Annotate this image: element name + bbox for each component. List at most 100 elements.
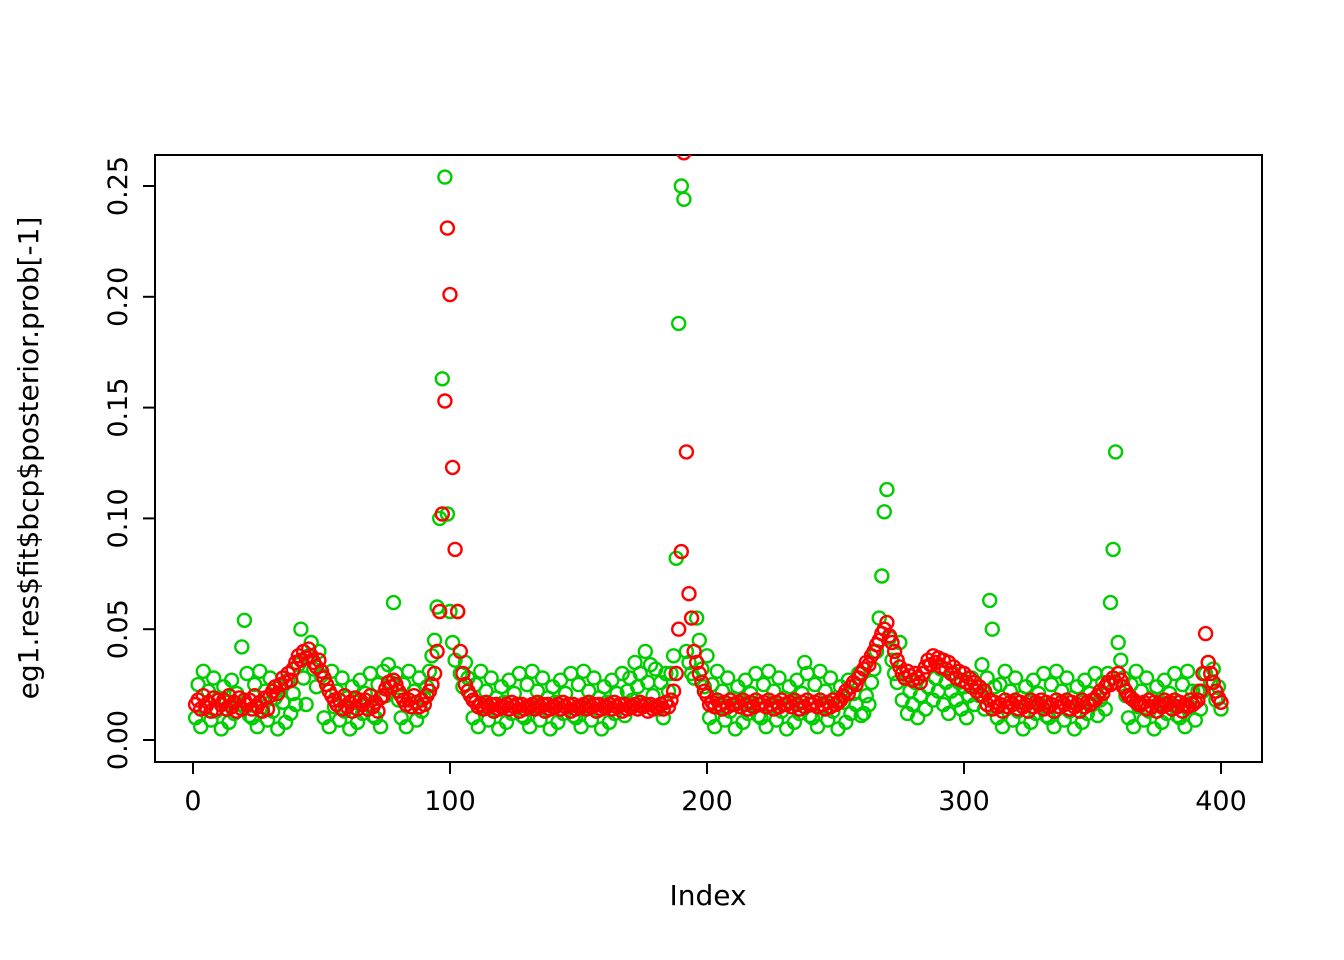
green-series-point <box>614 665 630 682</box>
red-series-point <box>1213 694 1229 710</box>
x-tick-label: 300 <box>938 786 990 817</box>
green-series-point <box>637 643 653 660</box>
red-series-point <box>673 543 689 560</box>
green-series-point <box>444 634 461 651</box>
green-series-point <box>1110 634 1126 651</box>
green-series-point <box>581 683 597 699</box>
red-series-point <box>285 661 301 677</box>
data-points-layer <box>187 155 1229 737</box>
red-series-point <box>1202 665 1219 682</box>
red-series-point <box>1190 692 1206 708</box>
green-series-point <box>632 665 648 682</box>
x-tick-label: 0 <box>184 786 201 817</box>
red-series-point <box>429 643 445 660</box>
x-tick-label: 200 <box>681 786 733 817</box>
red-series-point <box>694 674 710 691</box>
green-series-point <box>917 701 934 717</box>
y-axis-ticks: 0.00 0.05 0.10 0.15 0.20 0.25 <box>103 156 155 770</box>
red-series-point <box>1200 654 1216 671</box>
red-series-point <box>283 672 299 688</box>
y-tick-label: 0.00 <box>103 710 134 770</box>
red-series-point <box>1205 674 1222 691</box>
green-series-point <box>437 169 453 185</box>
plot-box <box>154 154 1263 763</box>
green-series-point <box>575 663 592 679</box>
red-series-point <box>1192 683 1209 699</box>
green-series-point <box>709 663 725 679</box>
red-series-point <box>884 634 900 651</box>
green-series-point <box>586 670 602 686</box>
green-series-point <box>719 670 736 686</box>
green-series-point <box>552 672 569 688</box>
red-series-point <box>689 654 705 671</box>
green-series-point <box>401 663 417 679</box>
red-series-point <box>691 665 707 682</box>
green-series-point <box>879 481 895 498</box>
green-series-point <box>298 696 314 713</box>
green-series-point <box>252 663 268 679</box>
red-series-point <box>912 674 928 691</box>
y-tick-label: 0.25 <box>103 156 134 216</box>
green-series-point <box>1213 701 1229 717</box>
green-series-point <box>1138 670 1155 686</box>
green-series-point <box>858 688 874 704</box>
green-series-point <box>676 191 692 208</box>
red-series-point <box>678 444 695 460</box>
red-series-point <box>671 621 687 637</box>
red-series-point <box>683 610 700 626</box>
x-axis-ticks: 0 100 200 300 400 <box>184 762 1247 817</box>
green-series-point <box>984 621 1000 637</box>
green-series-point <box>380 657 396 673</box>
red-series-point <box>686 643 702 660</box>
red-series-point <box>434 506 450 522</box>
green-series-point <box>761 663 777 679</box>
green-series-point <box>426 632 443 648</box>
y-tick-label: 0.15 <box>103 378 134 438</box>
green-series-point <box>604 672 620 688</box>
red-series-point <box>447 541 463 558</box>
green-series-point <box>974 657 990 673</box>
green-series-point <box>1059 670 1075 686</box>
red-series-point <box>432 603 448 620</box>
x-tick-label: 100 <box>424 786 476 817</box>
red-series-point <box>668 665 684 682</box>
red-series-point <box>676 155 692 161</box>
y-tick-label: 0.20 <box>103 267 134 327</box>
green-series-point <box>1107 444 1124 460</box>
green-series-point <box>660 683 677 699</box>
x-tick-label: 400 <box>1195 786 1247 817</box>
green-series-point <box>1128 663 1144 679</box>
green-series-point <box>1179 663 1196 679</box>
green-series-point <box>853 707 869 724</box>
green-series-point <box>442 603 458 620</box>
green-series-point <box>501 672 517 688</box>
red-series-point <box>300 641 317 657</box>
green-series-point <box>334 670 350 686</box>
red-series-point <box>375 688 391 704</box>
red-series-point <box>450 603 466 620</box>
green-series-point <box>861 696 877 713</box>
green-series-point <box>1007 670 1024 686</box>
green-series-point <box>876 504 892 520</box>
green-series-point <box>205 670 222 686</box>
red-series-point <box>886 643 903 660</box>
red-series-point <box>439 220 456 236</box>
green-series-point <box>797 654 813 671</box>
red-series-point <box>881 628 898 644</box>
y-tick-label: 0.10 <box>103 488 134 548</box>
red-series-point <box>681 586 697 602</box>
green-series-point <box>529 683 546 699</box>
green-series-point <box>737 672 754 688</box>
red-series-point <box>437 393 453 409</box>
red-series-point <box>452 643 468 660</box>
red-series-point <box>426 665 443 682</box>
green-series-point <box>671 315 687 332</box>
red-series-point <box>442 286 458 303</box>
red-series-point <box>316 670 332 686</box>
green-series-point <box>478 683 494 699</box>
red-series-point <box>861 657 877 673</box>
x-axis-label: Index <box>669 879 746 912</box>
green-series-point <box>910 710 926 726</box>
green-series-point <box>1048 663 1065 679</box>
